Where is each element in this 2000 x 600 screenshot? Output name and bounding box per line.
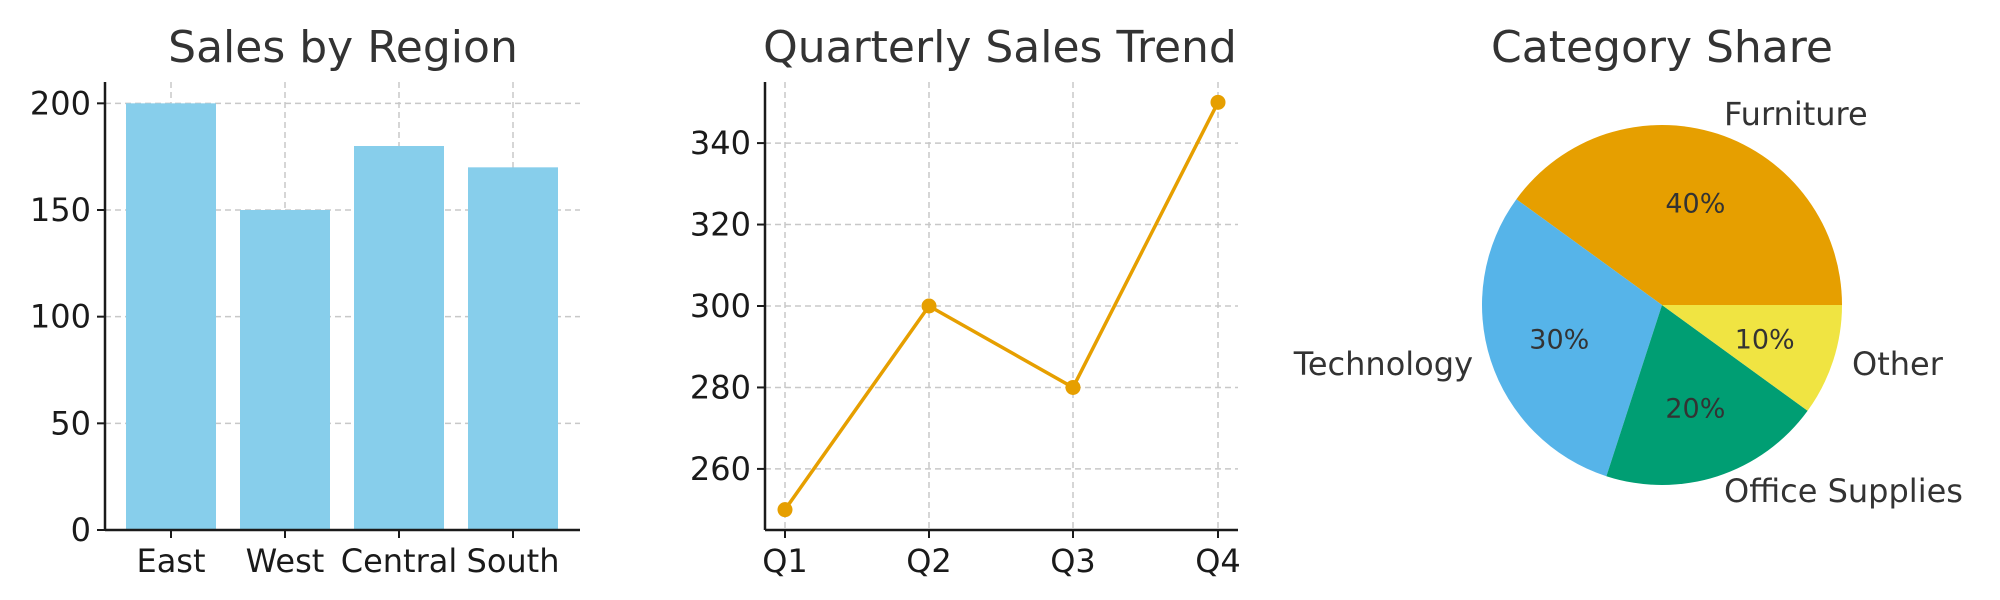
bar-central — [354, 146, 444, 530]
line-chart-title: Quarterly Sales Trend — [763, 22, 1237, 73]
pie-slice-office-supplies — [1606, 305, 1808, 485]
bar-chart-panel: Sales by Region 0 50 100 150 200 East West Cen… — [30, 22, 580, 580]
pie-slice-label: Technology — [1293, 345, 1473, 383]
bar-west — [240, 210, 330, 530]
pie-slice-furniture — [1516, 124, 1842, 306]
bar-chart-bars — [126, 103, 558, 531]
line-chart-y-tick-label: 320 — [690, 206, 751, 244]
pie-slice-percent: 20% — [1665, 394, 1725, 425]
line-chart-series-line — [783, 101, 1220, 511]
bar-chart-title: Sales by Region — [168, 22, 518, 73]
bar-chart-y-tick-label: 0 — [71, 511, 91, 549]
line-point-q4 — [1210, 94, 1226, 110]
pie-slice-label: Furniture — [1724, 95, 1868, 133]
pie-chart-title: Category Share — [1491, 22, 1833, 73]
bar-east — [126, 103, 216, 530]
bar-chart-x-tick-label: East — [136, 542, 205, 580]
line-chart-x-tick-label: Q3 — [1050, 542, 1096, 580]
bar-south — [468, 167, 558, 531]
line-chart-grid — [765, 82, 1238, 530]
pie-chart-slices — [1482, 124, 1842, 485]
line-chart-x-tick-label: Q4 — [1195, 542, 1241, 580]
bar-chart-y-ticks: 0 50 100 150 200 — [30, 84, 105, 549]
pie-chart-panel: Category Share 40% Furniture 30% Technology… — [1293, 22, 1963, 510]
bar-chart-x-ticks: East West Central South — [136, 530, 560, 580]
pie-slice-other — [1662, 305, 1842, 411]
line-chart-x-tick-label: Q2 — [906, 542, 952, 580]
line-chart-y-tick-label: 280 — [690, 368, 751, 406]
bar-chart-y-tick-label: 150 — [30, 191, 91, 229]
bar-chart-x-tick-label: West — [246, 542, 325, 580]
line-chart-x-tick-label: Q1 — [762, 542, 808, 580]
bar-chart-y-tick-label: 50 — [50, 404, 91, 442]
line-point-q1 — [777, 502, 793, 518]
bar-chart-y-tick-label: 200 — [30, 84, 91, 122]
line-point-q3 — [1065, 379, 1081, 395]
line-chart-y-tick-label: 300 — [690, 287, 751, 325]
bar-chart-axes — [103, 82, 580, 532]
bar-chart-y-tick-label: 100 — [30, 298, 91, 336]
pie-chart-labels: 40% Furniture 30% Technology 20% Office Suppl… — [1293, 95, 1963, 510]
pie-slice-percent: 40% — [1665, 188, 1725, 219]
bar-chart-x-tick-label: Central — [341, 542, 458, 580]
line-chart-series — [777, 94, 1226, 518]
pie-slice-percent: 10% — [1735, 324, 1795, 355]
pie-slice-label: Other — [1852, 345, 1944, 383]
line-chart-y-tick-label: 260 — [690, 450, 751, 488]
pie-slice-percent: 30% — [1529, 324, 1589, 355]
pie-slice-label: Office Supplies — [1724, 472, 1963, 510]
line-chart-y-tick-label: 340 — [690, 124, 751, 162]
line-chart-x-ticks: Q1 Q2 Q3 Q4 — [762, 530, 1241, 580]
line-point-q2 — [921, 298, 937, 314]
bar-chart-x-tick-label: South — [467, 542, 560, 580]
line-chart-panel: Quarterly Sales Trend 260 280 300 320 340 Q1… — [690, 22, 1241, 580]
pie-slice-technology — [1482, 199, 1662, 477]
line-chart-y-ticks: 260 280 300 320 340 — [690, 124, 765, 488]
